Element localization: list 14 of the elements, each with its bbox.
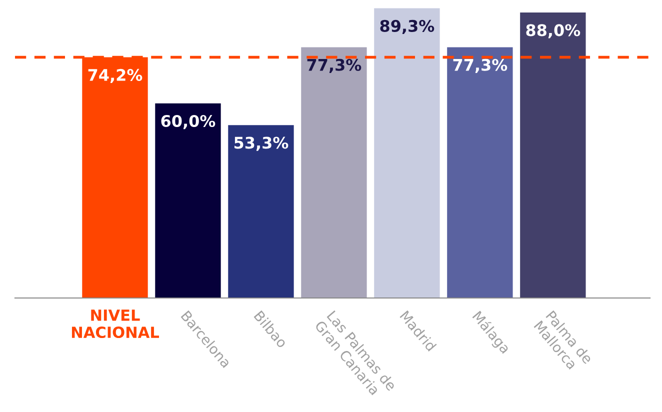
bar (301, 47, 367, 298)
bar (374, 8, 440, 298)
bar (447, 47, 513, 298)
data-label: 77,3% (307, 58, 362, 73)
bar (520, 12, 586, 298)
data-label: 89,3% (380, 20, 434, 34)
data-label: 88,0% (526, 24, 580, 38)
data-label: 77,3% (453, 58, 508, 73)
x-tick-label: NIVEL NACIONAL (72, 310, 159, 338)
data-label: 53,3% (234, 136, 288, 151)
data-label: 60,0% (161, 114, 216, 130)
data-label: 74,2% (88, 68, 142, 84)
bar (155, 103, 221, 298)
bar (228, 125, 294, 298)
